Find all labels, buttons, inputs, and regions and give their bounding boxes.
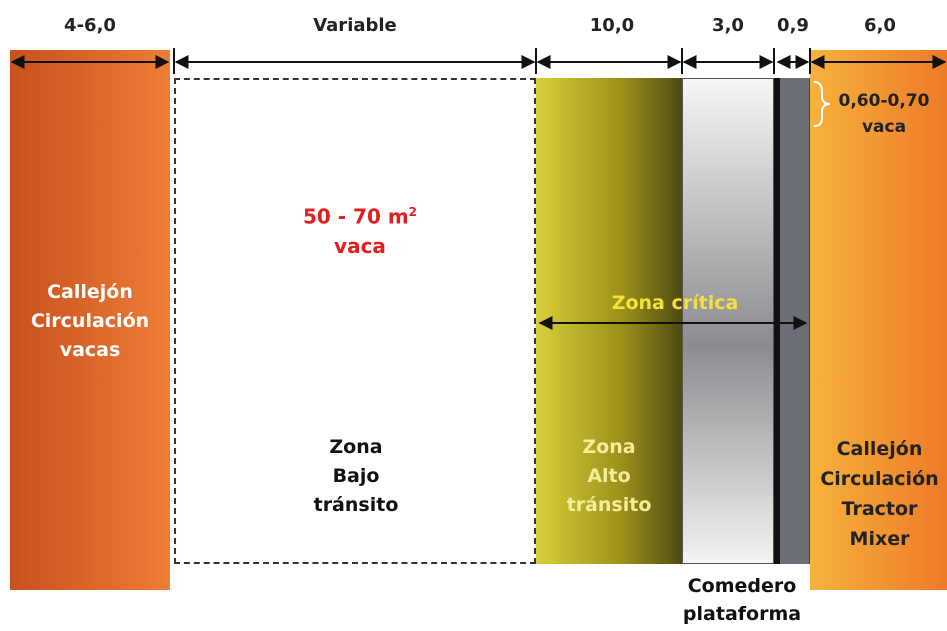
dimension-manger: 0,9 (777, 15, 809, 36)
cow-alley-zone (10, 50, 170, 590)
dimension-variable: Variable (313, 15, 397, 36)
feeder-platform-label: Comedero plataforma (682, 575, 802, 625)
area-per-cow-label: 50 - 70 m2 vaca (302, 204, 418, 258)
low-traffic-zone (174, 78, 536, 564)
dimension-feeder: 3,0 (712, 15, 744, 36)
brace-icon (813, 81, 831, 127)
dimension-tractor-alley: 6,0 (864, 15, 896, 36)
feed-width-label: 0,60-0,70 vaca (838, 91, 930, 137)
cow-alley-label: Callejón Circulación vacas (30, 281, 150, 361)
dimension-high-traffic: 10,0 (589, 15, 635, 36)
tractor-alley-zone (810, 50, 947, 590)
tractor-alley-label: Callejón Circulación Tractor Mixer (820, 438, 939, 550)
high-traffic-label: Zona Alto tránsito (566, 436, 652, 516)
critical-zone-label: Zona crítica (611, 292, 739, 314)
dimension-cow-alley: 4-6,0 (64, 15, 116, 36)
low-traffic-label: Zona Bajo tránsito (313, 436, 399, 516)
